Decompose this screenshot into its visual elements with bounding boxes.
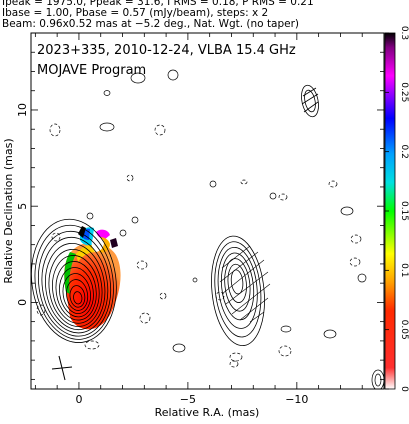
colorbar-tick-label: 0.2 [399,145,409,159]
axis-tick-labels: 0 −5 −10 0 5 10 [16,103,308,406]
header-line-beam: Beam: 0.96x0.52 mas at −5.2 deg., Nat. W… [2,18,300,30]
core-contour-6 [52,255,100,324]
beam-marker [51,355,73,381]
core-contour-5 [48,248,103,327]
colorbar-tick-label: 0.1 [399,263,409,277]
colorbar-ticks: 0 0.05 0.1 0.15 0.2 0.25 0.3 [385,26,409,392]
jet-contour-5 [227,263,247,303]
core-contour-9 [62,273,91,315]
jet-polarization-hatching [219,245,271,323]
jet-contour-4 [224,258,251,312]
core-contour-3 [41,236,109,334]
y-axis-title: Relative Declination (mas) [2,138,15,283]
core-contour-10 [66,279,89,311]
colorbar-tick-label: 0.3 [399,26,409,40]
noise-contours [36,69,384,389]
colorbar-tick-label: 0.05 [399,320,409,340]
core-contour-12 [73,291,83,305]
plot-frame [30,32,385,390]
colorbar-tick-label: 0.15 [399,201,409,221]
polarized-white-gap [91,237,104,252]
y-tick-label: 5 [16,203,29,210]
jet-contour-0 [211,235,265,347]
polarized-magenta-patch [96,229,110,240]
x-tick-label: −5 [180,393,196,406]
header-line-peaks: Ipeak = 1975.0, Ppeak = 31.6, I RMS = 0.… [2,0,314,8]
y-tick-label: 10 [16,103,29,117]
core-contour-0 [31,218,117,343]
core-contour-8 [59,267,94,318]
core-contour-2 [38,230,112,337]
header-line-base: Ibase = 1.00, Pbase = 0.57 (mJy/beam), s… [2,7,269,19]
core-contour-11 [69,285,86,308]
jet-contour-1 [214,241,262,338]
jet-contour-2 [217,246,258,329]
polarized-purple-patch-2 [110,238,118,248]
colorbar-tick-label: 0.25 [399,82,409,102]
plot-title: 2023+335, 2010-12-24, VLBA 15.4 GHz [37,43,296,58]
jet-contour-3 [220,252,255,321]
plot-subtitle: MOJAVE Program [37,63,146,78]
x-tick-label: −10 [285,393,308,406]
axis-ticks [31,32,385,389]
colorbar-tick-label: 0 [399,386,409,392]
polarized-green-edge [64,252,76,294]
upper-jet-contours [301,84,319,118]
x-tick-label: 0 [75,393,82,406]
jet-knot-contours [211,235,265,347]
core-contour-1 [34,224,114,340]
core-intensity-contours [31,218,117,343]
core-contour-7 [55,261,97,321]
core-contour-4 [45,242,106,331]
map-header: Ipeak = 1975.0, Ppeak = 31.6, I RMS = 0.… [2,0,314,30]
x-axis-title: Relative R.A. (mas) [155,406,260,419]
y-tick-label: 0 [16,299,29,306]
